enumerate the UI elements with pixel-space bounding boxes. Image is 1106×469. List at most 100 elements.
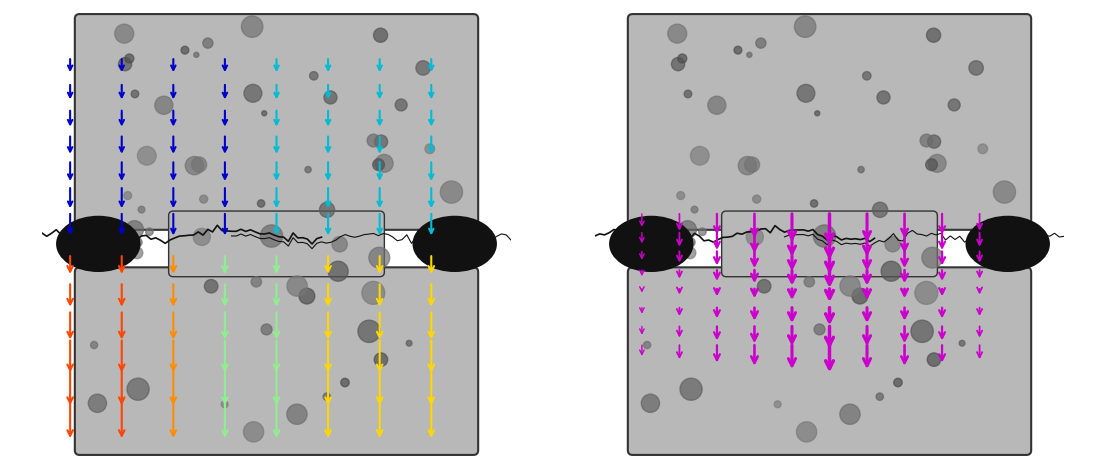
Circle shape bbox=[91, 341, 97, 348]
Ellipse shape bbox=[609, 216, 693, 272]
Circle shape bbox=[260, 225, 283, 247]
Circle shape bbox=[88, 394, 106, 412]
Circle shape bbox=[374, 353, 388, 366]
Circle shape bbox=[194, 228, 210, 245]
Circle shape bbox=[323, 393, 331, 401]
Circle shape bbox=[690, 146, 709, 165]
Circle shape bbox=[132, 247, 143, 259]
Circle shape bbox=[374, 28, 387, 42]
Circle shape bbox=[926, 159, 938, 171]
Circle shape bbox=[202, 38, 213, 48]
Circle shape bbox=[191, 157, 207, 172]
Circle shape bbox=[425, 144, 435, 154]
Circle shape bbox=[133, 238, 142, 247]
Circle shape bbox=[644, 341, 650, 348]
Circle shape bbox=[127, 378, 149, 400]
Ellipse shape bbox=[56, 216, 140, 272]
Circle shape bbox=[680, 378, 702, 400]
Circle shape bbox=[668, 24, 687, 43]
Circle shape bbox=[324, 91, 337, 104]
FancyBboxPatch shape bbox=[75, 267, 478, 455]
Circle shape bbox=[969, 61, 983, 75]
Circle shape bbox=[243, 422, 263, 442]
FancyBboxPatch shape bbox=[721, 211, 938, 277]
Circle shape bbox=[305, 166, 311, 173]
Ellipse shape bbox=[966, 216, 1050, 272]
Circle shape bbox=[126, 220, 144, 238]
Circle shape bbox=[118, 58, 132, 71]
Circle shape bbox=[885, 236, 900, 252]
Circle shape bbox=[146, 228, 154, 235]
Circle shape bbox=[852, 288, 868, 304]
Circle shape bbox=[920, 134, 932, 147]
Circle shape bbox=[369, 247, 389, 268]
Circle shape bbox=[320, 202, 335, 217]
Circle shape bbox=[194, 52, 199, 57]
Circle shape bbox=[200, 195, 208, 203]
Circle shape bbox=[894, 378, 902, 387]
Circle shape bbox=[685, 90, 691, 98]
Circle shape bbox=[406, 340, 413, 346]
Circle shape bbox=[928, 135, 940, 148]
Circle shape bbox=[738, 157, 757, 175]
Circle shape bbox=[641, 394, 659, 412]
Circle shape bbox=[758, 280, 771, 293]
Circle shape bbox=[774, 401, 781, 408]
Circle shape bbox=[873, 202, 888, 217]
Ellipse shape bbox=[413, 216, 497, 272]
Circle shape bbox=[205, 280, 218, 293]
Circle shape bbox=[416, 61, 430, 75]
Circle shape bbox=[747, 228, 763, 245]
Circle shape bbox=[310, 72, 319, 80]
Circle shape bbox=[678, 54, 687, 63]
Circle shape bbox=[927, 28, 940, 42]
Circle shape bbox=[137, 146, 156, 165]
Circle shape bbox=[881, 261, 901, 281]
FancyBboxPatch shape bbox=[628, 267, 1031, 455]
Circle shape bbox=[794, 16, 816, 38]
Circle shape bbox=[992, 230, 1011, 249]
Circle shape bbox=[839, 404, 860, 424]
Circle shape bbox=[328, 261, 348, 281]
Circle shape bbox=[375, 135, 387, 148]
Circle shape bbox=[928, 154, 946, 172]
Circle shape bbox=[124, 192, 132, 199]
Circle shape bbox=[341, 378, 349, 387]
Circle shape bbox=[863, 72, 872, 80]
Circle shape bbox=[132, 90, 138, 98]
Circle shape bbox=[685, 247, 696, 259]
Circle shape bbox=[332, 236, 347, 252]
Circle shape bbox=[299, 288, 315, 304]
Circle shape bbox=[367, 134, 379, 147]
Circle shape bbox=[744, 157, 760, 172]
Circle shape bbox=[671, 58, 685, 71]
Circle shape bbox=[747, 52, 752, 57]
Circle shape bbox=[679, 220, 697, 238]
Circle shape bbox=[755, 38, 766, 48]
Circle shape bbox=[839, 276, 860, 296]
Circle shape bbox=[358, 320, 380, 342]
Circle shape bbox=[653, 229, 662, 240]
Circle shape bbox=[96, 254, 105, 263]
Circle shape bbox=[708, 96, 726, 114]
Circle shape bbox=[185, 157, 204, 175]
FancyBboxPatch shape bbox=[75, 14, 478, 230]
Circle shape bbox=[734, 46, 742, 54]
Circle shape bbox=[362, 281, 385, 304]
Circle shape bbox=[115, 24, 134, 43]
Circle shape bbox=[804, 277, 814, 287]
Circle shape bbox=[911, 320, 933, 342]
Circle shape bbox=[876, 393, 884, 401]
Circle shape bbox=[373, 159, 385, 171]
Circle shape bbox=[922, 247, 942, 268]
FancyBboxPatch shape bbox=[168, 211, 385, 277]
Circle shape bbox=[649, 254, 658, 263]
Circle shape bbox=[251, 277, 261, 287]
Circle shape bbox=[811, 200, 817, 207]
Circle shape bbox=[753, 195, 761, 203]
Circle shape bbox=[261, 324, 272, 335]
Circle shape bbox=[691, 206, 698, 213]
Circle shape bbox=[100, 229, 109, 240]
Circle shape bbox=[699, 228, 707, 235]
Circle shape bbox=[814, 324, 825, 335]
